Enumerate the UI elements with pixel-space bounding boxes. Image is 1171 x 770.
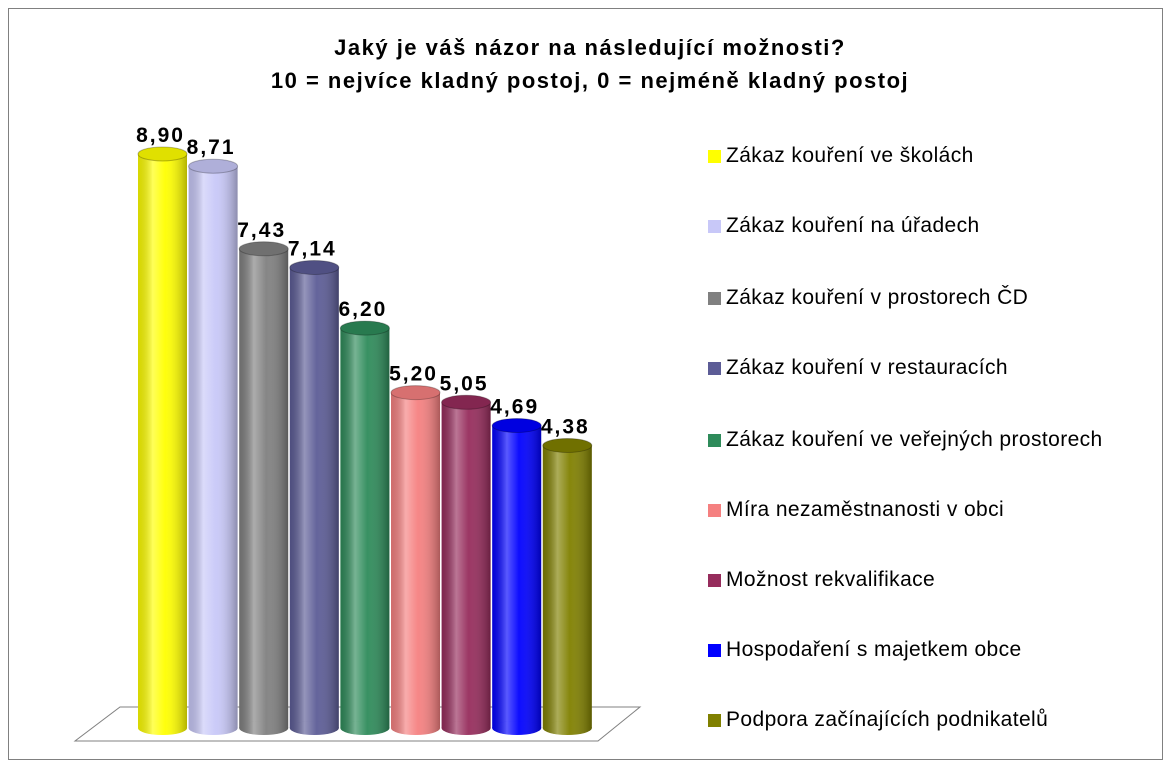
- bar-shade: [289, 267, 339, 728]
- bar-top-shade: [542, 438, 592, 453]
- legend-swatch: [708, 434, 721, 447]
- bar-base-shade: [391, 721, 440, 735]
- bar-top: [339, 320, 390, 336]
- bar-base-shade: [441, 721, 491, 735]
- bar-shade: [138, 153, 187, 728]
- bar-top-shade: [188, 159, 238, 174]
- legend-label: Hospodaření s majetkem obce: [726, 638, 1022, 661]
- bar-top-shade: [289, 260, 339, 275]
- bar-top-shade: [391, 385, 440, 400]
- bar-top: [491, 417, 542, 433]
- bar-top: [441, 394, 492, 410]
- bar-shade: [441, 402, 491, 728]
- legend-item: Zákaz kouření v restauracích: [708, 354, 1128, 381]
- legend-swatch: [708, 220, 721, 233]
- legend-label: Podpora začínajících podnikatelů: [726, 708, 1049, 731]
- legend-item: Hospodaření s majetkem obce: [708, 636, 1128, 663]
- legend-label: Zákaz kouření ve školách: [726, 144, 974, 167]
- legend-swatch: [708, 504, 721, 517]
- legend-swatch: [708, 714, 721, 727]
- legend-swatch: [708, 292, 721, 305]
- bar-top: [188, 158, 239, 174]
- data-label: 8,90: [136, 124, 185, 147]
- legend-swatch: [708, 644, 721, 657]
- bar-base-shade: [340, 721, 390, 735]
- legend-swatch: [708, 362, 721, 375]
- bar-top: [137, 146, 188, 162]
- legend-label: Zákaz kouření na úřadech: [726, 214, 980, 237]
- legend-label: Možnost rekvalifikace: [726, 568, 936, 591]
- legend-item: Míra nezaměstnanosti v obci: [708, 496, 1128, 523]
- bar-shade: [542, 445, 592, 728]
- data-label: 5,05: [440, 372, 489, 395]
- legend-swatch: [708, 574, 721, 587]
- data-label: 4,38: [541, 415, 590, 438]
- bar-top-shade: [138, 146, 187, 161]
- bar-top-shade: [492, 418, 542, 433]
- data-label: 7,43: [237, 219, 286, 242]
- bar-top-shade: [340, 321, 390, 336]
- bar-base-shade: [542, 721, 592, 735]
- legend-item: Zákaz kouření ve školách: [708, 142, 1128, 169]
- bar-top-shade: [239, 241, 289, 256]
- data-label: 4,69: [490, 395, 539, 418]
- legend-label: Zákaz kouření v restauracích: [726, 356, 1008, 379]
- chart-frame: [8, 8, 1163, 760]
- legend-label: Zákaz kouření v prostorech ČD: [726, 286, 1029, 309]
- legend-label: Míra nezaměstnanosti v obci: [726, 498, 1005, 521]
- legend-item: Podpora začínajících podnikatelů: [708, 706, 1128, 733]
- bar-shade: [492, 425, 542, 728]
- bar-base-shade: [138, 721, 187, 735]
- bar-top-shade: [441, 395, 491, 410]
- data-label: 8,71: [187, 136, 236, 159]
- data-label: 6,20: [338, 298, 387, 321]
- bar-shade: [188, 166, 238, 728]
- bar-shade: [340, 328, 390, 728]
- bar-base-shade: [239, 721, 289, 735]
- bar-top: [238, 241, 289, 257]
- chart-title: Jaký je váš názor na následující možnost…: [334, 35, 846, 60]
- bar-shade: [239, 248, 289, 728]
- bar-shade: [391, 392, 440, 728]
- data-label: 7,14: [288, 237, 337, 260]
- data-label: 5,20: [389, 363, 438, 386]
- bar-base-shade: [188, 721, 238, 735]
- chart-title: 10 = nejvíce kladný postoj, 0 = nejméně …: [271, 68, 909, 93]
- bar-top: [289, 259, 340, 275]
- bar-top: [390, 385, 441, 401]
- legend-item: Zákaz kouření ve veřejných prostorech: [708, 426, 1128, 453]
- legend-item: Zákaz kouření na úřadech: [708, 212, 1128, 239]
- bar-base-shade: [492, 721, 542, 735]
- legend-item: Zákaz kouření v prostorech ČD: [708, 284, 1128, 311]
- legend-item: Možnost rekvalifikace: [708, 566, 1128, 593]
- legend-swatch: [708, 150, 721, 163]
- bar-base-shade: [289, 721, 339, 735]
- bar-top: [542, 437, 593, 453]
- legend-label: Zákaz kouření ve veřejných prostorech: [726, 428, 1103, 451]
